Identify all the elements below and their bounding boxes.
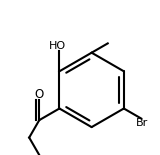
Text: Br: Br xyxy=(136,118,148,128)
Text: O: O xyxy=(35,88,44,101)
Text: HO: HO xyxy=(49,41,66,51)
